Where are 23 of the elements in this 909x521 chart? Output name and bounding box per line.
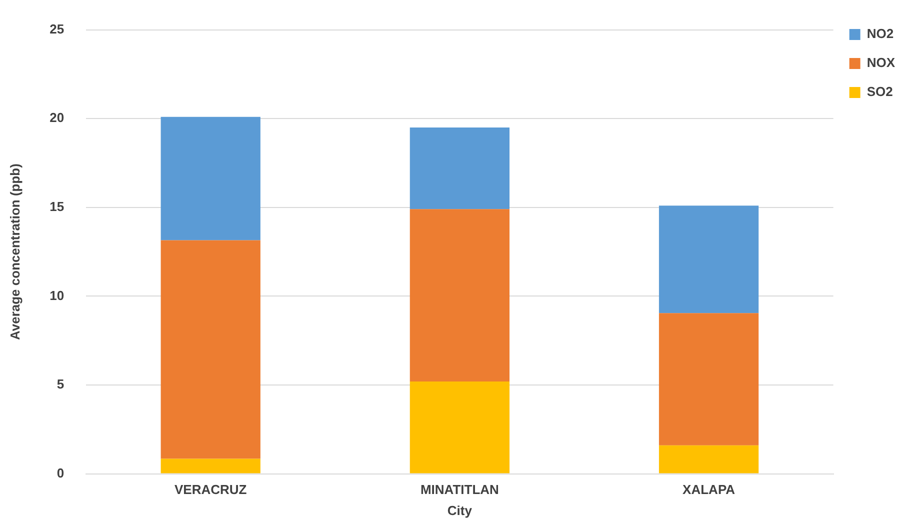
legend-label: NO2 (866, 26, 894, 42)
x-axis-title: City (447, 502, 473, 518)
y-tick-label: 10 (50, 288, 64, 303)
bar (658, 313, 759, 446)
x-tick-label: XALAPA (682, 482, 736, 498)
bar (410, 209, 510, 382)
y-axis-title: Average concentration (ppb) (7, 164, 22, 340)
bar (658, 445, 759, 474)
y-tick-label: 15 (50, 198, 64, 214)
y-tick-label: 5 (56, 376, 64, 392)
x-tick-label: MINATITLAN (420, 482, 499, 498)
x-tick-label: VERACRUZ (174, 482, 247, 498)
y-tick-label: 20 (50, 110, 64, 126)
bar (410, 127, 510, 210)
legend-label: SO2 (866, 84, 893, 100)
bar (160, 458, 260, 474)
bar (160, 116, 260, 240)
y-tick-label: 25 (50, 21, 64, 36)
bar (658, 206, 759, 314)
bar (160, 240, 260, 459)
bar (410, 381, 510, 474)
legend-label: NOX (866, 55, 896, 70)
y-tick-label: 0 (56, 465, 64, 480)
